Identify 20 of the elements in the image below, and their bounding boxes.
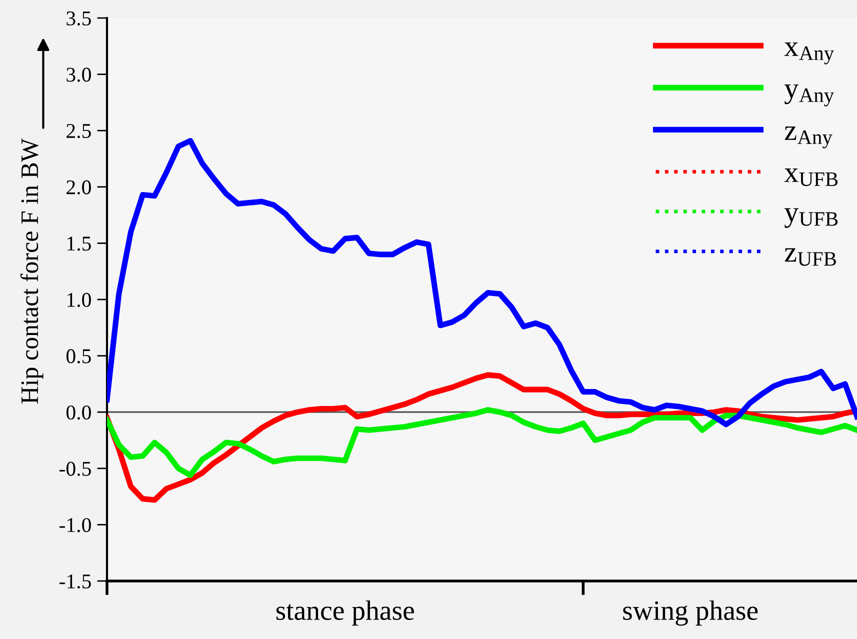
legend-label: z$_{UFB}$ <box>784 248 836 266</box>
legend-label: x$_{Any}$ <box>784 42 834 64</box>
y-tick-label: 0.5 <box>66 349 91 364</box>
y-tick-label: -0.5 <box>60 462 91 476</box>
y-tick-label: 2.0 <box>66 180 91 194</box>
y-tick-label: 3.5 <box>66 11 91 26</box>
y-axis-title: Hip contact force F in BW <box>20 138 44 404</box>
y-tick-label: -1.5 <box>60 574 91 589</box>
legend-label: y$_{Any}$ <box>784 84 834 106</box>
y-tick-label: -1.0 <box>60 518 91 532</box>
y-tick-label: 3.0 <box>66 68 91 82</box>
y-tick-label: 1.0 <box>68 292 91 308</box>
legend-label: z$_{Any}$ <box>784 126 832 148</box>
x-tick-label: swing phase <box>623 600 758 626</box>
y-tick-label: 0.0 <box>66 405 91 420</box>
x-tick-label: stance phase <box>276 600 414 626</box>
y-tick-label: 2.5 <box>66 124 91 138</box>
legend-label: y$_{UFB}$ <box>784 208 838 228</box>
legend-label: x$_{UFB}$ <box>784 168 838 186</box>
y-tick-label: 1.5 <box>68 236 91 251</box>
